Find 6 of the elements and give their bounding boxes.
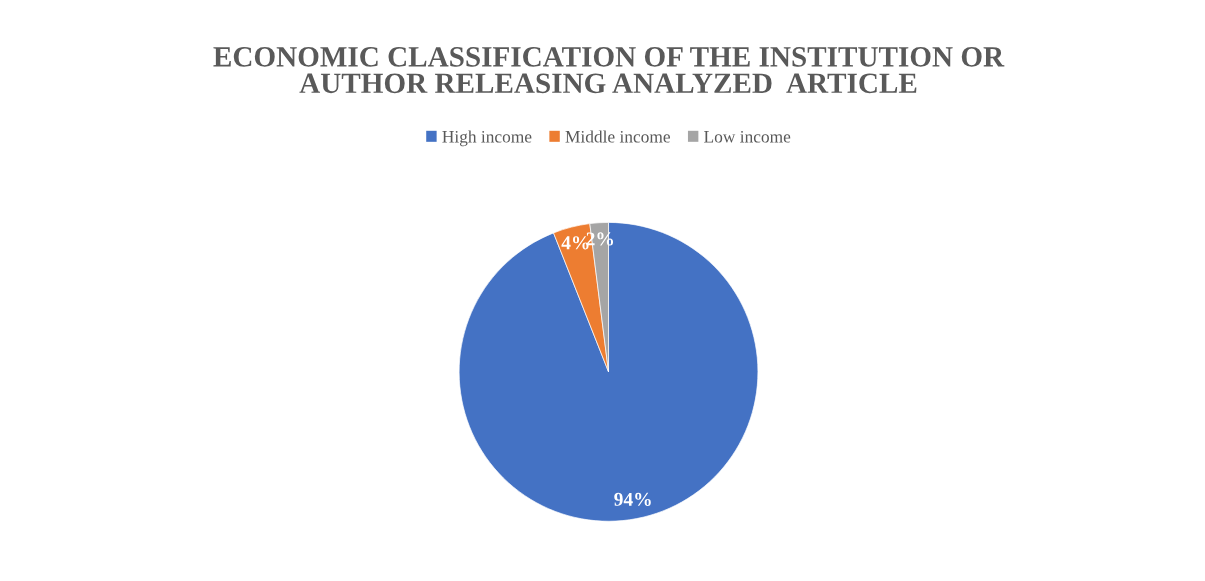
legend-label: High income — [442, 130, 532, 147]
data-label: 94% — [614, 492, 651, 506]
chart-title: ECONOMIC CLASSIFICATION OF THE INSTITUTION OR AUTHOR RELEASING ANALYZED ARTICLE — [213, 47, 1005, 94]
pie-slice — [458, 222, 759, 522]
legend-label: Middle income — [565, 130, 670, 143]
legend-label: Low income — [704, 130, 791, 143]
